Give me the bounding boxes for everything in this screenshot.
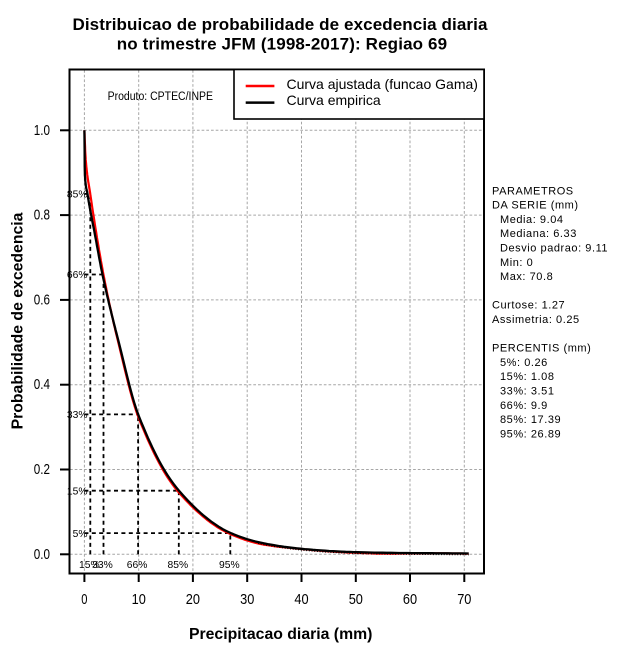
svg-text:no trimestre JFM (1998-2017):: no trimestre JFM (1998-2017): Regiao 69 xyxy=(117,35,447,54)
svg-text:PARAMETROS: PARAMETROS xyxy=(492,185,574,197)
svg-text:DA SERIE (mm): DA SERIE (mm) xyxy=(492,200,579,212)
svg-text:0.2: 0.2 xyxy=(34,461,50,478)
svg-text:50: 50 xyxy=(349,591,363,608)
svg-text:PERCENTIS (mm): PERCENTIS (mm) xyxy=(492,343,591,355)
svg-text:15%: 15% xyxy=(79,560,100,571)
svg-text:95%: 95% xyxy=(219,560,240,571)
svg-text:Assimetria: 0.25: Assimetria: 0.25 xyxy=(492,314,580,326)
svg-text:Min: 0: Min: 0 xyxy=(500,257,533,269)
svg-text:0.6: 0.6 xyxy=(34,291,50,308)
svg-text:5%: 5% xyxy=(73,529,88,540)
svg-text:10: 10 xyxy=(132,591,146,608)
svg-text:Curva ajustada (funcao Gama): Curva ajustada (funcao Gama) xyxy=(287,76,478,92)
svg-text:95%: 26.89: 95%: 26.89 xyxy=(500,428,561,440)
svg-text:33%: 33% xyxy=(67,410,88,421)
svg-text:33%: 3.51: 33%: 3.51 xyxy=(500,386,555,398)
svg-text:Mediana: 6.33: Mediana: 6.33 xyxy=(500,228,577,240)
svg-text:Distribuicao de probabilidade: Distribuicao de probabilidade de exceden… xyxy=(72,15,487,34)
svg-text:85%: 85% xyxy=(167,560,188,571)
svg-text:40: 40 xyxy=(294,591,308,608)
svg-text:0.8: 0.8 xyxy=(34,207,50,224)
svg-text:1.0: 1.0 xyxy=(34,122,50,139)
svg-text:85%: 85% xyxy=(67,190,88,201)
svg-text:Produto: CPTEC/INPE: Produto: CPTEC/INPE xyxy=(108,89,213,103)
svg-text:5%: 0.26: 5%: 0.26 xyxy=(500,357,548,369)
svg-text:70: 70 xyxy=(457,591,471,608)
svg-text:Curtose: 1.27: Curtose: 1.27 xyxy=(492,300,565,312)
svg-text:Precipitacao diaria (mm): Precipitacao diaria (mm) xyxy=(189,626,373,643)
svg-text:33%: 33% xyxy=(92,560,113,571)
svg-text:0.4: 0.4 xyxy=(34,376,50,393)
svg-text:66%: 9.9: 66%: 9.9 xyxy=(500,400,548,412)
svg-text:60: 60 xyxy=(403,591,417,608)
svg-text:0.0: 0.0 xyxy=(34,546,50,563)
svg-text:15%: 1.08: 15%: 1.08 xyxy=(500,371,555,383)
svg-text:66%: 66% xyxy=(67,270,88,281)
svg-text:Media: 9.04: Media: 9.04 xyxy=(500,214,564,226)
svg-text:Curva empirica: Curva empirica xyxy=(287,92,381,108)
svg-text:Max: 70.8: Max: 70.8 xyxy=(500,271,553,283)
svg-text:Probabilidade de excedencia: Probabilidade de excedencia xyxy=(10,212,27,429)
svg-text:66%: 66% xyxy=(127,560,148,571)
svg-text:0: 0 xyxy=(81,591,87,608)
svg-text:85%: 17.39: 85%: 17.39 xyxy=(500,414,561,426)
svg-text:15%: 15% xyxy=(67,486,88,497)
svg-text:20: 20 xyxy=(186,591,200,608)
svg-text:Desvio padrao: 9.11: Desvio padrao: 9.11 xyxy=(500,243,608,255)
svg-text:30: 30 xyxy=(240,591,254,608)
